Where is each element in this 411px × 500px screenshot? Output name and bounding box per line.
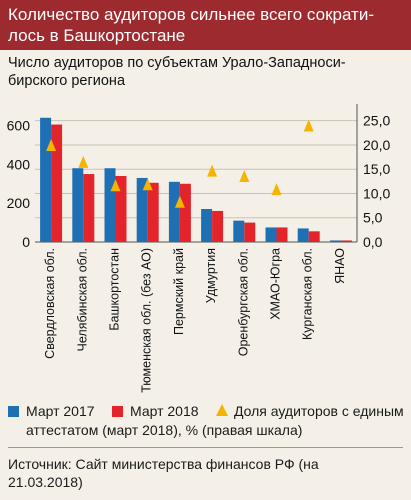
right-axis: 0,0 5,0 10,0 15,0 20,0 25,0 (363, 113, 390, 250)
category-label: Челябинская обл. (75, 248, 89, 351)
legend-label-share: Доля аудиторов с единым (234, 403, 404, 419)
bar-march2017 (40, 117, 52, 242)
legend-triangle-icon (216, 404, 228, 416)
legend-swatch-march2017 (8, 406, 19, 417)
chart-subtitle: Число аудиторов по субъектам Урало-Запад… (8, 55, 346, 89)
legend-swatch-march2018 (112, 406, 123, 417)
bar-march2017 (136, 177, 148, 242)
legend-row-1: Март 2017 Март 2018 Доля аудиторов с еди… (8, 402, 408, 421)
bar-march2017 (104, 168, 116, 242)
category-label: Пермский край (172, 248, 186, 335)
category-label: ХМАО-Югра (269, 248, 283, 320)
right-axis-tick-label: 0,0 (363, 234, 383, 250)
category-label: Башкортостан (108, 248, 122, 331)
source-note: Источник: Сайт министерства финансов РФ … (8, 456, 319, 490)
category-labels: Свердловская обл. Челябинская обл. Башкорт… (43, 248, 347, 393)
left-axis-tick-label: 0 (22, 234, 30, 250)
bar-march2017 (233, 220, 245, 242)
bar-march2017 (329, 240, 341, 242)
category-label: Свердловская обл. (43, 248, 57, 359)
share-marker (239, 170, 250, 182)
bar-march2018 (179, 183, 191, 242)
left-axis-tick-label: 400 (7, 156, 31, 172)
chart-title: Количество аудиторов сильнее всего сокра… (8, 5, 374, 45)
bar-march2017 (265, 227, 277, 242)
bar-march2017 (168, 181, 180, 242)
bar-march2018 (244, 222, 256, 242)
bar-march2018 (83, 174, 95, 242)
category-label: ЯНАО (333, 248, 347, 284)
category-label: Оренбургская обл. (236, 248, 250, 356)
bar-march2018 (276, 227, 288, 242)
bars (40, 117, 352, 242)
share-marker (46, 138, 57, 151)
legend-label-march2018: Март 2018 (130, 403, 199, 419)
right-axis-tick-label: 25,0 (363, 113, 390, 129)
left-axis-tick-label: 600 (7, 118, 31, 134)
bar-march2018 (51, 124, 63, 242)
chart-title-banner: Количество аудиторов сильнее всего сокра… (0, 0, 411, 50)
share-marker (78, 155, 89, 168)
left-axis: 0 200 400 600 (7, 118, 31, 250)
bar-march2017 (72, 168, 84, 242)
category-label: Тюменская обл. (без АО) (140, 248, 154, 393)
bar-march2017 (201, 209, 213, 242)
bar-march2018 (308, 231, 320, 242)
bar-march2018 (147, 182, 159, 242)
category-label: Удмуртия (204, 248, 218, 303)
share-marker (110, 179, 121, 192)
legend-label-march2017: Март 2017 (26, 403, 95, 419)
right-axis-tick-label: 20,0 (363, 137, 390, 153)
divider (8, 447, 403, 448)
share-marker (303, 119, 314, 132)
share-marker (142, 178, 153, 191)
bar-march2017 (297, 228, 309, 242)
legend-label-share-cont: аттестатом (март 2018), % (правая шкала) (26, 422, 303, 438)
left-axis-tick-label: 200 (7, 195, 31, 211)
share-markers (46, 119, 314, 208)
share-marker (207, 164, 218, 177)
right-axis-tick-label: 10,0 (363, 185, 390, 201)
bar-march2018 (212, 210, 224, 242)
right-axis-tick-label: 5,0 (363, 210, 383, 226)
legend: Март 2017 Март 2018 Доля аудиторов с еди… (8, 402, 408, 440)
share-marker (271, 183, 282, 196)
right-axis-tick-label: 15,0 (363, 161, 390, 177)
legend-row-2: аттестатом (март 2018), % (правая шкала) (8, 421, 408, 440)
chart-area: 0 200 400 600 0,0 5,0 10,0 15,0 20,0 25,0 Свердл… (7, 104, 390, 393)
bar-march2018 (340, 240, 352, 242)
share-marker (174, 195, 185, 208)
category-label: Курганская обл. (301, 248, 315, 340)
bar-march2018 (115, 176, 127, 242)
